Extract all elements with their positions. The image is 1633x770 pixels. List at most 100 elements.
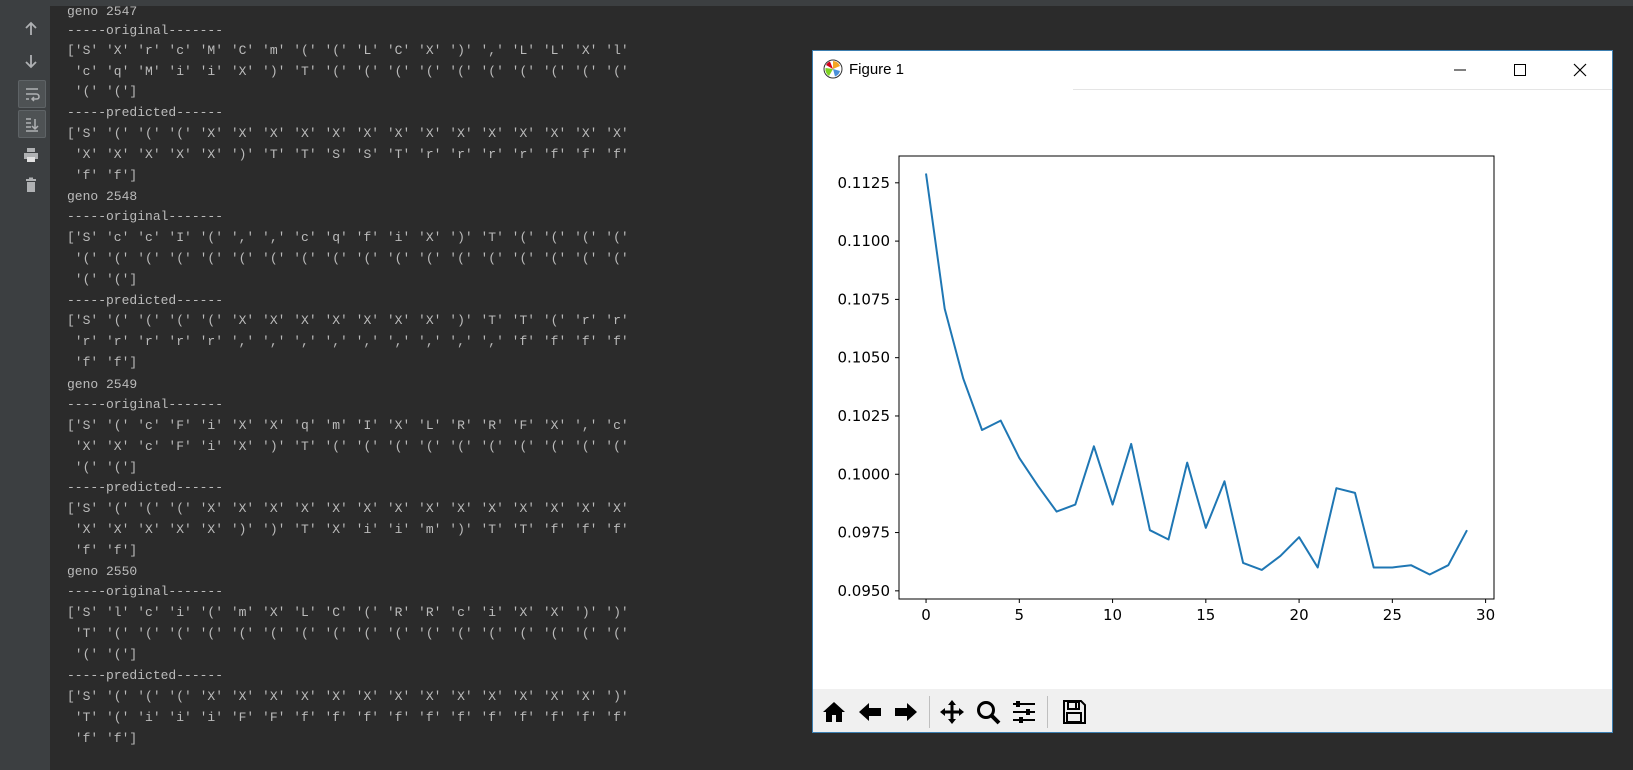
console-line: ['S' 'X' 'r' 'c' 'M' 'C' 'm' '(' '(' 'L'… <box>67 43 629 58</box>
minimize-button[interactable] <box>1430 51 1490 89</box>
line-chart[interactable]: 0 5 10 15 20 25 30 0.0950 0.0975 0.1000 0.1025 0.10… <box>813 90 1612 689</box>
console-line: '(' '('] <box>67 272 138 287</box>
console-line: 'T' '(' 'i' 'i' 'i' 'F' 'F' 'f' 'f' 'f' … <box>67 710 629 725</box>
figure-titlebar[interactable]: Figure 1 <box>813 51 1612 89</box>
console-line: 'X' 'X' 'X' 'X' 'X' ')' ')' 'T' 'X' 'i' … <box>67 522 629 537</box>
y-tick-label: 0.1000 <box>838 465 891 483</box>
console-line: geno 2550 <box>67 564 138 579</box>
subplots-icon[interactable] <box>1007 695 1041 729</box>
up-arrow-icon[interactable] <box>18 16 44 42</box>
data-point <box>981 429 983 431</box>
x-tick-label: 5 <box>1015 606 1025 624</box>
console-line: 'X' 'X' 'c' 'F' 'i' 'X' ')' 'T' '(' '(' … <box>67 439 629 454</box>
x-tick-label: 20 <box>1290 606 1309 624</box>
console-line: 'f' 'f'] <box>67 168 138 183</box>
down-arrow-icon[interactable] <box>18 48 44 74</box>
data-point <box>1373 567 1375 569</box>
data-point <box>1186 462 1188 464</box>
console-line: ['S' '(' '(' '(' 'X' 'X' 'X' 'X' 'X' 'X'… <box>67 689 629 704</box>
console-line: ['S' '(' '(' '(' 'X' 'X' 'X' 'X' 'X' 'X'… <box>67 501 629 516</box>
data-point <box>1391 567 1393 569</box>
console-line: -----predicted------ <box>67 668 224 683</box>
data-point <box>1223 480 1225 482</box>
x-tick-label: 0 <box>921 606 931 624</box>
x-tick-label: 15 <box>1196 606 1215 624</box>
trash-icon[interactable] <box>18 172 44 198</box>
x-tick-label: 30 <box>1476 606 1495 624</box>
console-toolbar <box>12 6 51 770</box>
data-point <box>1037 485 1039 487</box>
data-point <box>1279 555 1281 557</box>
console-line: -----original------- <box>67 397 224 412</box>
console-line: 'X' 'X' 'X' 'X' 'X' ')' 'T' 'T' 'S' 'S' … <box>67 147 629 162</box>
soft-wrap-icon[interactable] <box>18 80 46 108</box>
scroll-to-end-icon[interactable] <box>18 110 46 138</box>
data-point <box>925 172 927 174</box>
data-point <box>1335 487 1337 489</box>
close-button[interactable] <box>1550 51 1610 89</box>
data-point <box>1074 504 1076 506</box>
data-point <box>1112 504 1114 506</box>
figure-window: Figure 1 0 5 10 15 20 25 30 0.0950 0.0975 0.1000 0… <box>812 50 1613 733</box>
y-tick-label: 0.1050 <box>838 349 891 367</box>
data-point <box>1298 536 1300 538</box>
console-line: -----predicted------ <box>67 480 224 495</box>
y-tick-label: 0.1075 <box>838 290 891 308</box>
pan-icon[interactable] <box>935 695 969 729</box>
data-point <box>1410 564 1412 566</box>
zoom-icon[interactable] <box>971 695 1005 729</box>
maximize-button[interactable] <box>1490 51 1550 89</box>
matplotlib-logo-icon <box>823 59 843 79</box>
console-line: -----predicted------ <box>67 293 224 308</box>
left-gutter <box>0 6 12 770</box>
forward-arrow-icon[interactable] <box>889 695 923 729</box>
console-line: -----original------- <box>67 23 224 38</box>
titlebar-divider <box>1073 89 1612 90</box>
console-line: '(' '('] <box>67 84 138 99</box>
data-point <box>962 378 964 380</box>
console-line: 'f' 'f'] <box>67 731 138 746</box>
toolbar-separator <box>1047 696 1048 728</box>
console-line: geno 2547 <box>67 6 138 19</box>
y-tick-label: 0.0950 <box>838 582 891 600</box>
console-output[interactable]: geno 2547 -----original------- ['S' 'X' … <box>50 6 820 770</box>
data-point <box>1018 457 1020 459</box>
data-point <box>1261 569 1263 571</box>
print-icon[interactable] <box>18 142 44 168</box>
back-arrow-icon[interactable] <box>853 695 887 729</box>
data-point <box>1000 420 1002 422</box>
y-tick-label: 0.1125 <box>838 174 891 192</box>
home-icon[interactable] <box>817 695 851 729</box>
console-line: -----original------- <box>67 584 224 599</box>
axes-frame <box>898 155 1495 600</box>
console-line: '(' '('] <box>67 647 138 662</box>
data-point <box>1093 445 1095 447</box>
console-line: geno 2548 <box>67 189 138 204</box>
data-point <box>1056 511 1058 513</box>
minimize-icon <box>1454 69 1466 71</box>
console-line: geno 2549 <box>67 377 138 392</box>
series-line <box>925 173 1468 576</box>
data-point <box>1130 443 1132 445</box>
data-point <box>1149 529 1151 531</box>
console-line: -----predicted------ <box>67 105 224 120</box>
maximize-icon <box>1514 64 1526 76</box>
data-point <box>1354 492 1356 494</box>
close-icon <box>1573 63 1587 77</box>
navigation-toolbar <box>813 689 1612 732</box>
data-point <box>1168 539 1170 541</box>
console-line: ['S' '(' 'c' 'F' 'i' 'X' 'X' 'q' 'm' 'I'… <box>67 418 629 433</box>
figure-title: Figure 1 <box>849 61 905 78</box>
console-line: 'f' 'f'] <box>67 355 138 370</box>
data-point <box>1317 567 1319 569</box>
console-line: 'c' 'q' 'M' 'i' 'i' 'X' ')' 'T' '(' '(' … <box>67 64 629 79</box>
y-tick-label: 0.0975 <box>838 524 891 542</box>
console-line: 'T' '(' '(' '(' '(' '(' '(' '(' '(' '(' … <box>67 626 629 641</box>
y-tick-label: 0.1025 <box>838 407 891 425</box>
console-line: '(' '('] <box>67 460 138 475</box>
top-bar <box>0 0 1633 6</box>
console-line: 'f' 'f'] <box>67 543 138 558</box>
console-line: ['S' '(' '(' '(' '(' 'X' 'X' 'X' 'X' 'X'… <box>67 313 629 328</box>
toolbar-separator <box>929 696 930 728</box>
save-icon[interactable] <box>1057 695 1091 729</box>
